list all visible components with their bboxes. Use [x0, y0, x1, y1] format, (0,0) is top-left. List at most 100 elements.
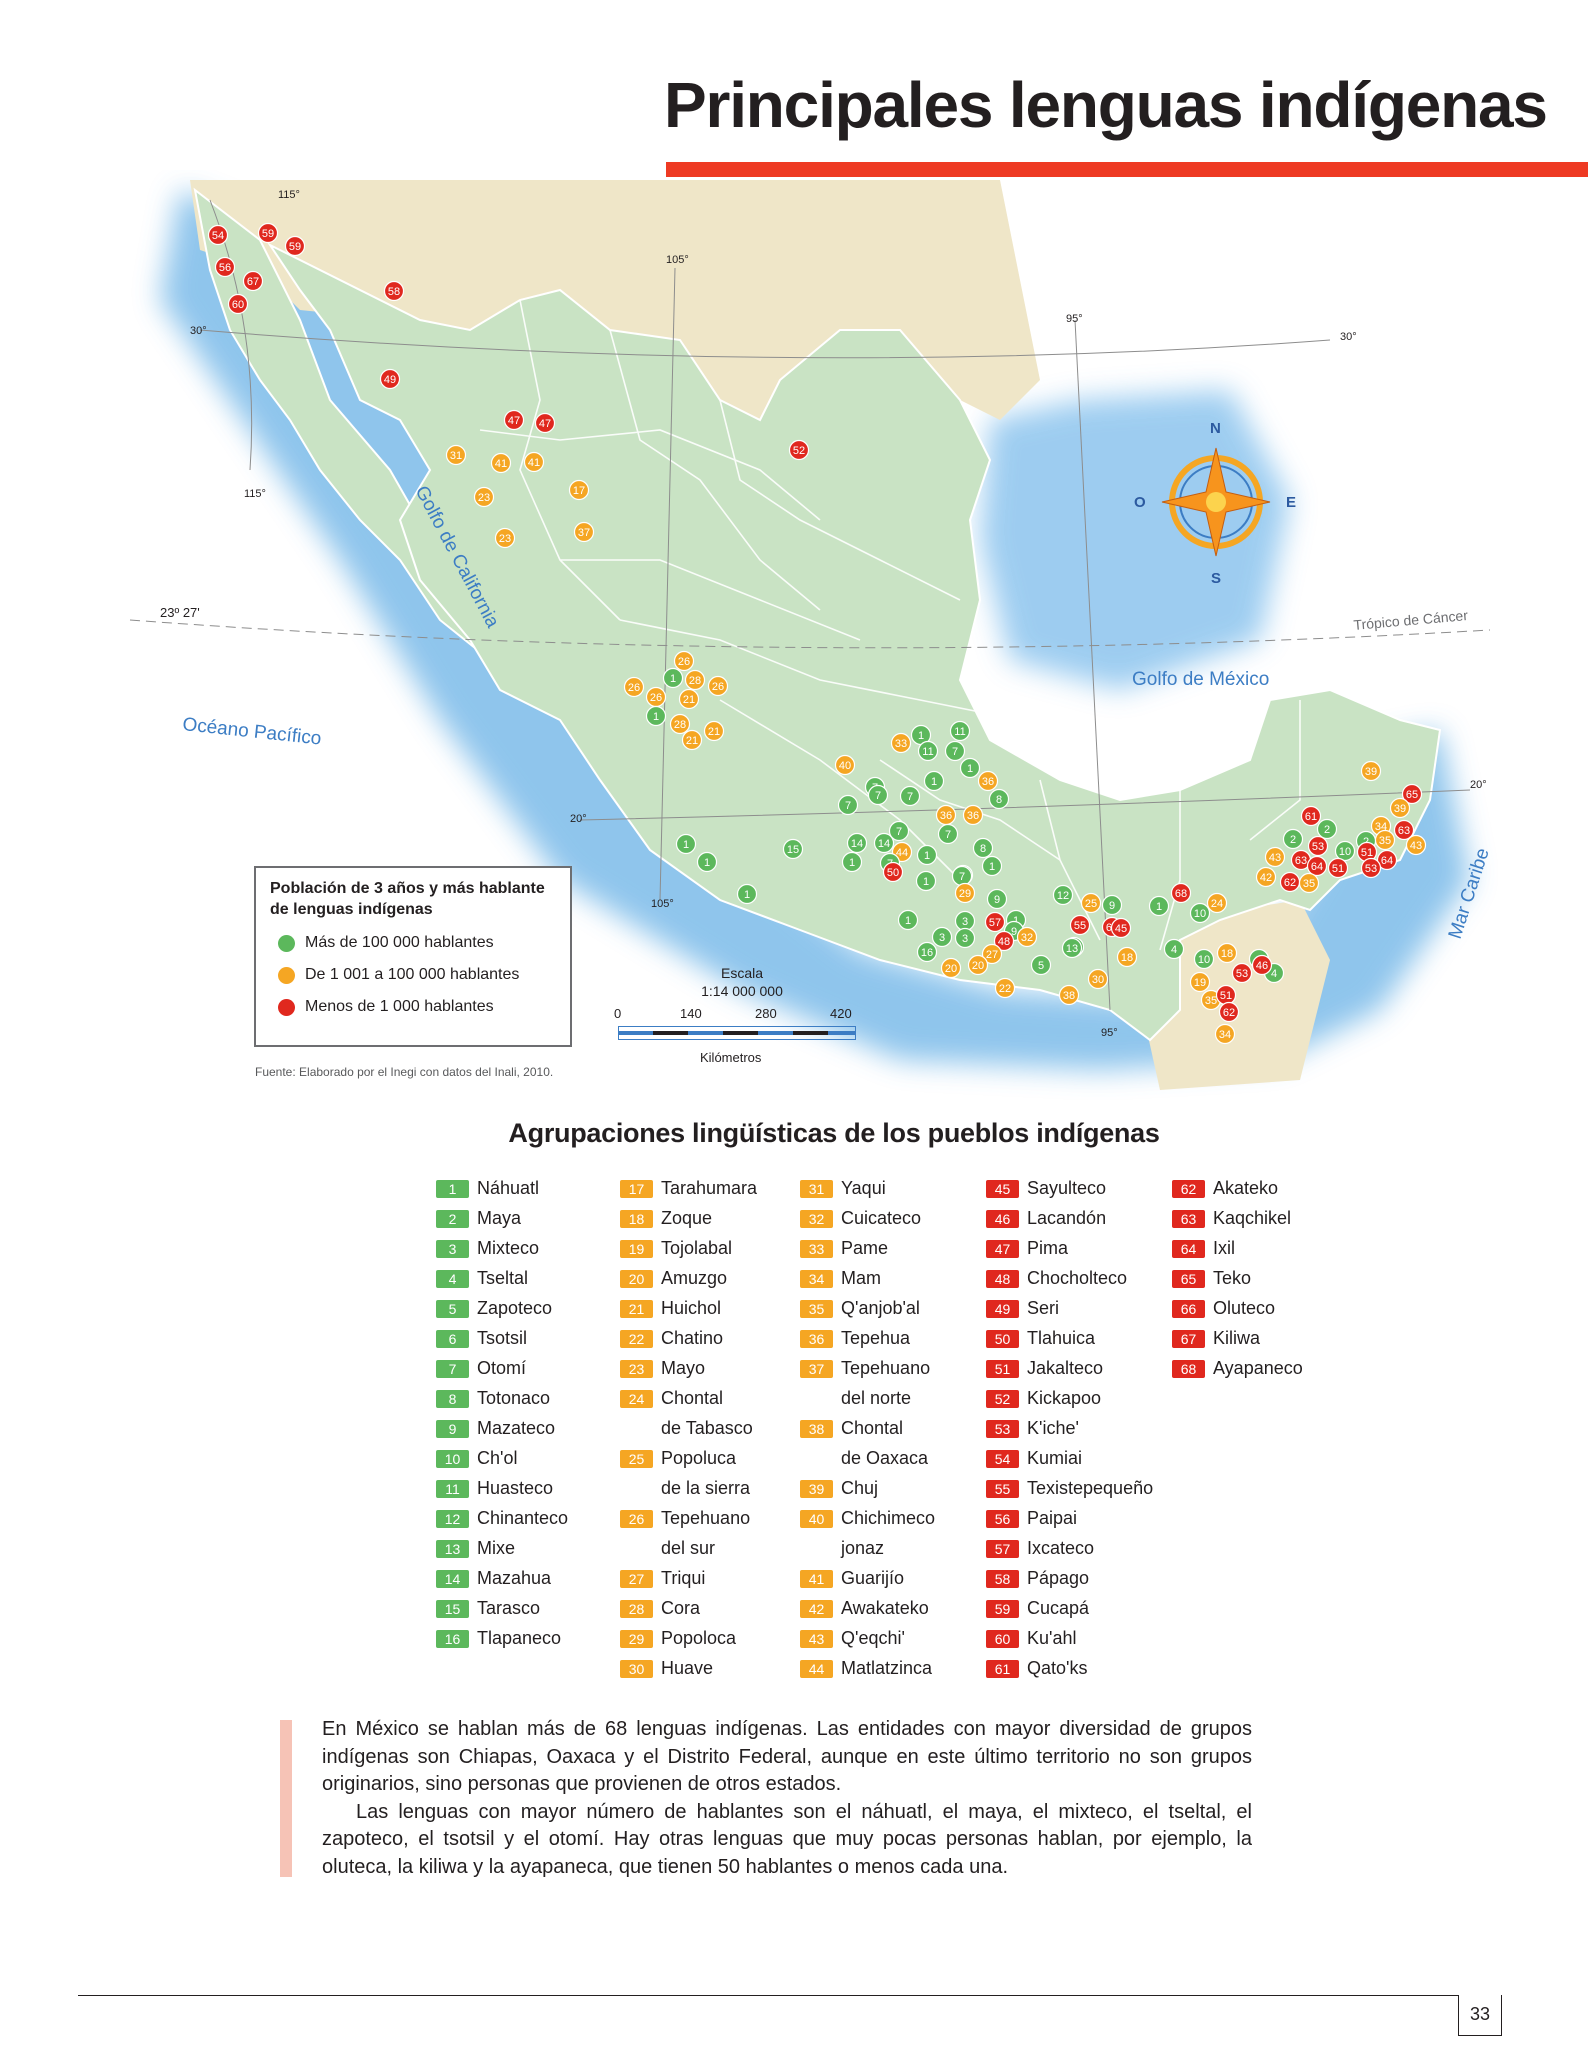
map-marker: 10	[1334, 840, 1356, 862]
language-name: Totonaco	[477, 1388, 551, 1408]
language-name: Tarahumara	[661, 1178, 758, 1198]
marker-dot	[1214, 1023, 1236, 1045]
language-item: 50 Tlahuica	[986, 1328, 1153, 1358]
marker-number: 10	[1198, 954, 1210, 966]
marker-dot	[1170, 882, 1192, 904]
scale-tick: 420	[830, 1006, 852, 1021]
language-name: Chinanteco	[477, 1508, 569, 1528]
language-item: 33 Pame	[800, 1238, 935, 1268]
lon-115-low-label: 115°	[244, 488, 266, 500]
language-number-badge: 15	[436, 1600, 469, 1618]
language-number-badge: 65	[1172, 1270, 1205, 1288]
map-marker: 10	[1189, 902, 1211, 924]
language-column: 1 Náhuatl 2 Maya 3 Mixteco 4 Tseltal 5 Zapoteco 6 T…	[436, 1178, 568, 1658]
marker-number: 3	[962, 916, 968, 928]
page-number: 33	[1458, 1995, 1502, 2036]
marker-number: 12	[1057, 890, 1069, 902]
marker-number: 49	[384, 374, 396, 386]
language-item: 1 Náhuatl	[436, 1178, 568, 1208]
map-marker: 1	[645, 705, 667, 727]
mexico-map: 115° 115° 105° 105° 95° 95° 30° 30° 20° …	[129, 180, 1494, 1090]
language-item: 43 Q'eqchi'	[800, 1628, 935, 1658]
text-accent-bar	[280, 1720, 292, 1877]
map-marker: 14	[873, 832, 895, 854]
map-marker: 7	[888, 820, 910, 842]
language-name: Kiliwa	[1213, 1328, 1261, 1348]
marker-number: 18	[1121, 952, 1133, 964]
map-marker: 23	[473, 486, 495, 508]
map-marker: 17	[568, 479, 590, 501]
language-item: 13 Mixe	[436, 1538, 568, 1568]
marker-number: 52	[793, 445, 805, 457]
scale-tick: 280	[755, 1006, 777, 1021]
marker-number: 47	[539, 418, 551, 430]
language-item: 17 Tarahumara	[620, 1178, 757, 1208]
marker-number: 53	[1236, 968, 1248, 980]
language-column: 45 Sayulteco 46 Lacandón 47 Pima 48 Chocholteco…	[986, 1178, 1153, 1688]
marker-dot	[954, 927, 976, 949]
marker-number: 33	[895, 738, 907, 750]
map-marker: 34	[1214, 1023, 1236, 1045]
marker-dot	[916, 941, 938, 963]
language-item: 29 Popoloca	[620, 1628, 757, 1658]
language-number-badge: 31	[800, 1180, 833, 1198]
marker-number: 7	[959, 871, 965, 883]
language-name: Texistepequeño	[1027, 1478, 1154, 1498]
language-name: Tsotsil	[477, 1328, 528, 1348]
language-item: 48 Chocholteco	[986, 1268, 1153, 1298]
marker-number: 41	[495, 458, 507, 470]
marker-number: 1	[704, 857, 710, 869]
lat-20-left-label: 20°	[570, 813, 587, 825]
marker-number: 62	[1223, 1007, 1235, 1019]
marker-number: 30	[1092, 974, 1104, 986]
map-marker: 1	[675, 833, 697, 855]
map-marker: 41	[490, 452, 512, 474]
marker-number: 1	[967, 763, 973, 775]
language-number-badge: 4	[436, 1270, 469, 1288]
marker-number: 32	[1021, 932, 1033, 944]
marker-number: 7	[875, 790, 881, 802]
paragraph-1: En México se hablan más de 68 lenguas in…	[322, 1718, 1252, 1795]
language-item: 42 Awakateko	[800, 1598, 935, 1628]
marker-dot	[1216, 942, 1238, 964]
language-number-badge: 28	[620, 1600, 653, 1618]
legend-label: Menos de 1 000 hablantes	[305, 998, 494, 1015]
marker-dot	[669, 713, 691, 735]
language-item: 16 Tlapaneco	[436, 1628, 568, 1658]
language-name-continuation: de la sierra	[661, 1478, 751, 1498]
map-marker: 1	[916, 844, 938, 866]
language-name-continuation: del sur	[661, 1538, 716, 1558]
marker-number: 28	[674, 719, 686, 731]
marker-number: 51	[1220, 990, 1232, 1002]
marker-dot	[923, 770, 945, 792]
marker-dot	[473, 486, 495, 508]
language-name: Lacandón	[1027, 1208, 1107, 1228]
pacific-label: Océano Pacífico	[181, 714, 322, 749]
lon-95-low-label: 95°	[1101, 1027, 1118, 1039]
language-name: Akateko	[1213, 1178, 1279, 1198]
map-marker: 32	[1016, 926, 1038, 948]
language-number-badge: 13	[436, 1540, 469, 1558]
map-marker: 26	[673, 650, 695, 672]
marker-dot	[890, 732, 912, 754]
language-name: Q'anjob'al	[841, 1298, 920, 1318]
map-marker: 16	[916, 941, 938, 963]
language-number-badge: 3	[436, 1240, 469, 1258]
marker-number: 2	[1324, 824, 1330, 836]
legend-label: De 1 001 a 100 000 hablantes	[305, 966, 520, 983]
language-name: Ch'ol	[477, 1448, 518, 1468]
map-marker: 3	[954, 927, 976, 949]
lon-105-top-label: 105°	[666, 254, 689, 266]
marker-number: 29	[959, 888, 971, 900]
language-name: Tojolabal	[661, 1238, 733, 1258]
marker-dot	[1189, 902, 1211, 924]
marker-dot	[1110, 917, 1132, 939]
language-number-badge: 55	[986, 1480, 1019, 1498]
lat-30-left-label: 30°	[190, 325, 207, 337]
language-number-badge: 47	[986, 1240, 1019, 1258]
marker-number: 26	[712, 681, 724, 693]
lon-115-top-label: 115°	[278, 189, 300, 201]
legend-title: Población de 3 años y más hablante de le…	[270, 880, 545, 918]
language-item: 34 Mam	[800, 1268, 935, 1298]
marker-dot	[1116, 946, 1138, 968]
